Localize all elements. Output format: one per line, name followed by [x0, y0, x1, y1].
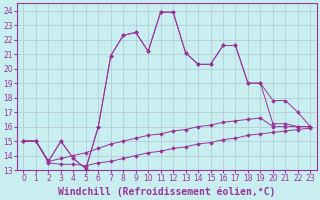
X-axis label: Windchill (Refroidissement éolien,°C): Windchill (Refroidissement éolien,°C) — [58, 186, 276, 197]
